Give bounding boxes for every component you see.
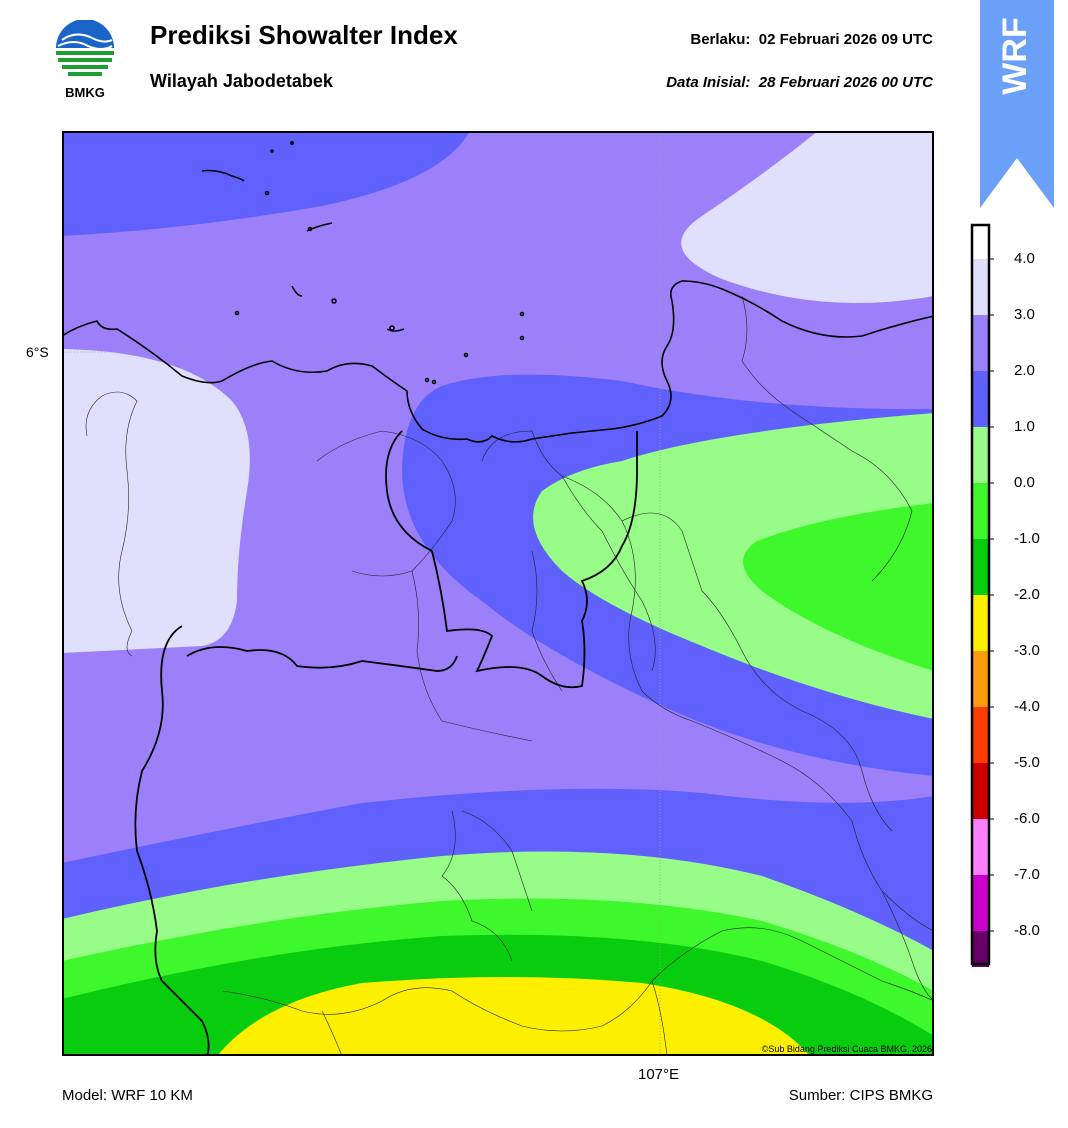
colorbar-label: 0.0: [1014, 474, 1035, 491]
field-east-weak: [743, 503, 934, 671]
model-info: Model: WRF 10 KM: [62, 1087, 193, 1104]
colorbar-segment: [972, 651, 989, 707]
colorbar-segment: [972, 763, 989, 819]
map-subtitle: Wilayah Jabodetabek: [150, 71, 333, 91]
colorbar-segment: [972, 595, 989, 651]
province-border-bogor: [186, 646, 458, 672]
colorbar-label: 1.0: [1014, 418, 1035, 435]
colorbar-segment: [972, 371, 989, 427]
coastline: [62, 280, 934, 443]
longitude-label: 107°E: [638, 1066, 680, 1083]
colorbar-segment: [972, 483, 989, 539]
wrf-badge-text: WRF: [996, 17, 1034, 94]
colorbar-label: -2.0: [1014, 586, 1040, 603]
field-south-very-unstable: [217, 977, 810, 1056]
colorbar-segment: [972, 875, 989, 931]
init-time: Data Inisial: 28 Februari 2026 00 UTC: [560, 74, 933, 91]
bmkg-logo-icon: [56, 19, 114, 76]
province-border-jakarta-banten: [385, 430, 638, 689]
map-title: Prediksi Showalter Index: [150, 20, 458, 50]
colorbar-segment: [972, 819, 989, 875]
district-boundaries: [85, 295, 934, 1056]
colorbar-segment: [972, 259, 989, 315]
map-frame: [62, 131, 934, 1056]
colorbar-label: 2.0: [1014, 362, 1035, 379]
showalter-map: [62, 131, 934, 1056]
logo-text: BMKG: [65, 85, 105, 100]
wrf-badge: WRF: [980, 0, 1054, 208]
colorbar-label: -5.0: [1014, 754, 1040, 771]
colorbar-segment: [972, 315, 989, 371]
field-w-light: [62, 349, 250, 653]
init-label: Data Inisial:: [666, 74, 751, 91]
valid-time-value: 02 Februari 2026 09 UTC: [758, 31, 933, 48]
colorbar-label: -3.0: [1014, 642, 1040, 659]
colorbar-segment: [972, 931, 989, 967]
field-ne-light: [681, 131, 934, 304]
colorbar-label: 4.0: [1014, 250, 1035, 267]
init-time-value: 28 Februari 2026 00 UTC: [758, 74, 933, 91]
colorbar: [970, 223, 994, 967]
latitude-label: 6°S: [26, 344, 49, 360]
bmkg-logo: [52, 19, 118, 86]
colorbar-label: -7.0: [1014, 866, 1040, 883]
colorbar-label: -4.0: [1014, 698, 1040, 715]
thousand-islands: [201, 141, 525, 385]
copyright-text: ©Sub Bidang Prediksi Cuaca BMKG, 2026: [761, 1044, 932, 1054]
source-info: Sumber: CIPS BMKG: [788, 1087, 933, 1104]
colorbar-segment: [972, 427, 989, 483]
field-nw-moderate: [62, 131, 470, 236]
colorbar-label: -1.0: [1014, 530, 1040, 547]
colorbar-segment: [972, 707, 989, 763]
colorbar-label: -8.0: [1014, 922, 1040, 939]
colorbar-label: -6.0: [1014, 810, 1040, 827]
colorbar-segment: [972, 539, 989, 595]
field-east-stable: [533, 413, 934, 719]
valid-label: Berlaku:: [690, 31, 751, 48]
colorbar-label: 3.0: [1014, 306, 1035, 323]
valid-time: Berlaku: 02 Februari 2026 09 UTC: [620, 31, 933, 48]
province-border-west: [134, 625, 210, 1056]
